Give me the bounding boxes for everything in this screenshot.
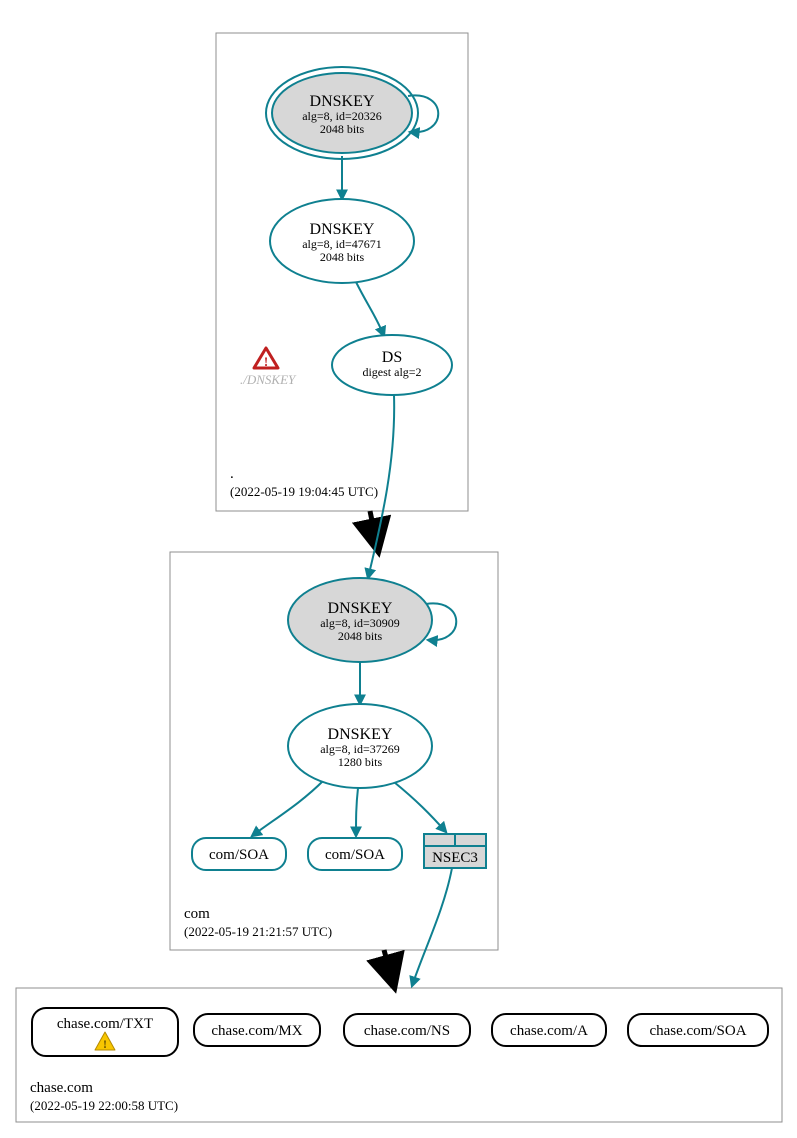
- node-root-ksk-line3: 2048 bits: [320, 122, 365, 136]
- edge-root-zsk-to-ds: [356, 282, 384, 336]
- node-root-zsk-title: DNSKEY: [310, 221, 375, 238]
- edge-com-zsk-to-nsec3: [394, 782, 446, 832]
- node-chase-mx-label: chase.com/MX: [211, 1023, 302, 1039]
- node-com-zsk-line2: alg=8, id=37269: [320, 742, 400, 756]
- node-chase-mx: chase.com/MX: [194, 1014, 320, 1046]
- node-com-soa1: com/SOA: [192, 838, 286, 870]
- node-chase-soa: chase.com/SOA: [628, 1014, 768, 1046]
- node-root-ds-line2: digest alg=2: [362, 365, 421, 379]
- zone-com-subtitle: (2022-05-19 21:21:57 UTC): [184, 924, 332, 939]
- node-com-zsk: DNSKEY alg=8, id=37269 1280 bits: [288, 704, 432, 788]
- node-com-ksk-line2: alg=8, id=30909: [320, 616, 400, 630]
- node-chase-ns-label: chase.com/NS: [364, 1023, 450, 1039]
- node-chase-txt: chase.com/TXT !: [32, 1008, 178, 1056]
- zone-com-title: com: [184, 906, 210, 922]
- node-chase-a-label: chase.com/A: [510, 1023, 588, 1039]
- zone-chase-title: chase.com: [30, 1080, 93, 1096]
- node-com-soa1-label: com/SOA: [209, 847, 269, 863]
- node-chase-soa-label: chase.com/SOA: [649, 1023, 746, 1039]
- edge-com-to-chase-zone: [384, 950, 394, 986]
- node-com-ksk-line3: 2048 bits: [338, 629, 383, 643]
- svg-text:!: !: [103, 1037, 107, 1051]
- node-root-ds: DS digest alg=2: [332, 335, 452, 395]
- node-com-ksk-title: DNSKEY: [328, 600, 393, 617]
- node-chase-txt-label: chase.com/TXT: [57, 1016, 153, 1032]
- node-root-ksk-line2: alg=8, id=20326: [302, 109, 382, 123]
- node-com-zsk-title: DNSKEY: [328, 726, 393, 743]
- zone-root-title: .: [230, 466, 234, 482]
- node-root-zsk-line3: 2048 bits: [320, 250, 365, 264]
- node-root-zsk-line2: alg=8, id=47671: [302, 237, 382, 251]
- node-com-ksk: DNSKEY alg=8, id=30909 2048 bits: [288, 578, 432, 662]
- edge-com-zsk-to-soa1: [252, 780, 324, 836]
- node-com-nsec3-label: NSEC3: [432, 850, 478, 866]
- zone-chase-subtitle: (2022-05-19 22:00:58 UTC): [30, 1098, 178, 1113]
- node-com-zsk-line3: 1280 bits: [338, 755, 383, 769]
- node-com-nsec3: NSEC3: [424, 834, 486, 868]
- node-root-ds-title: DS: [382, 349, 402, 366]
- node-root-ksk: DNSKEY alg=8, id=20326 2048 bits: [266, 67, 418, 159]
- node-com-soa2: com/SOA: [308, 838, 402, 870]
- node-root-zsk: DNSKEY alg=8, id=47671 2048 bits: [270, 199, 414, 283]
- edge-nsec3-to-chase: [412, 868, 452, 986]
- edge-com-zsk-to-soa2: [356, 788, 358, 836]
- node-root-warning: ! ./DNSKEY: [240, 348, 297, 387]
- zone-root-subtitle: (2022-05-19 19:04:45 UTC): [230, 484, 378, 499]
- node-chase-ns: chase.com/NS: [344, 1014, 470, 1046]
- node-root-warning-label: ./DNSKEY: [240, 372, 297, 387]
- warning-red-icon: !: [264, 354, 268, 369]
- dnssec-diagram: . (2022-05-19 19:04:45 UTC) com (2022-05…: [0, 0, 797, 1138]
- node-root-ksk-title: DNSKEY: [310, 93, 375, 110]
- node-chase-a: chase.com/A: [492, 1014, 606, 1046]
- node-com-soa2-label: com/SOA: [325, 847, 385, 863]
